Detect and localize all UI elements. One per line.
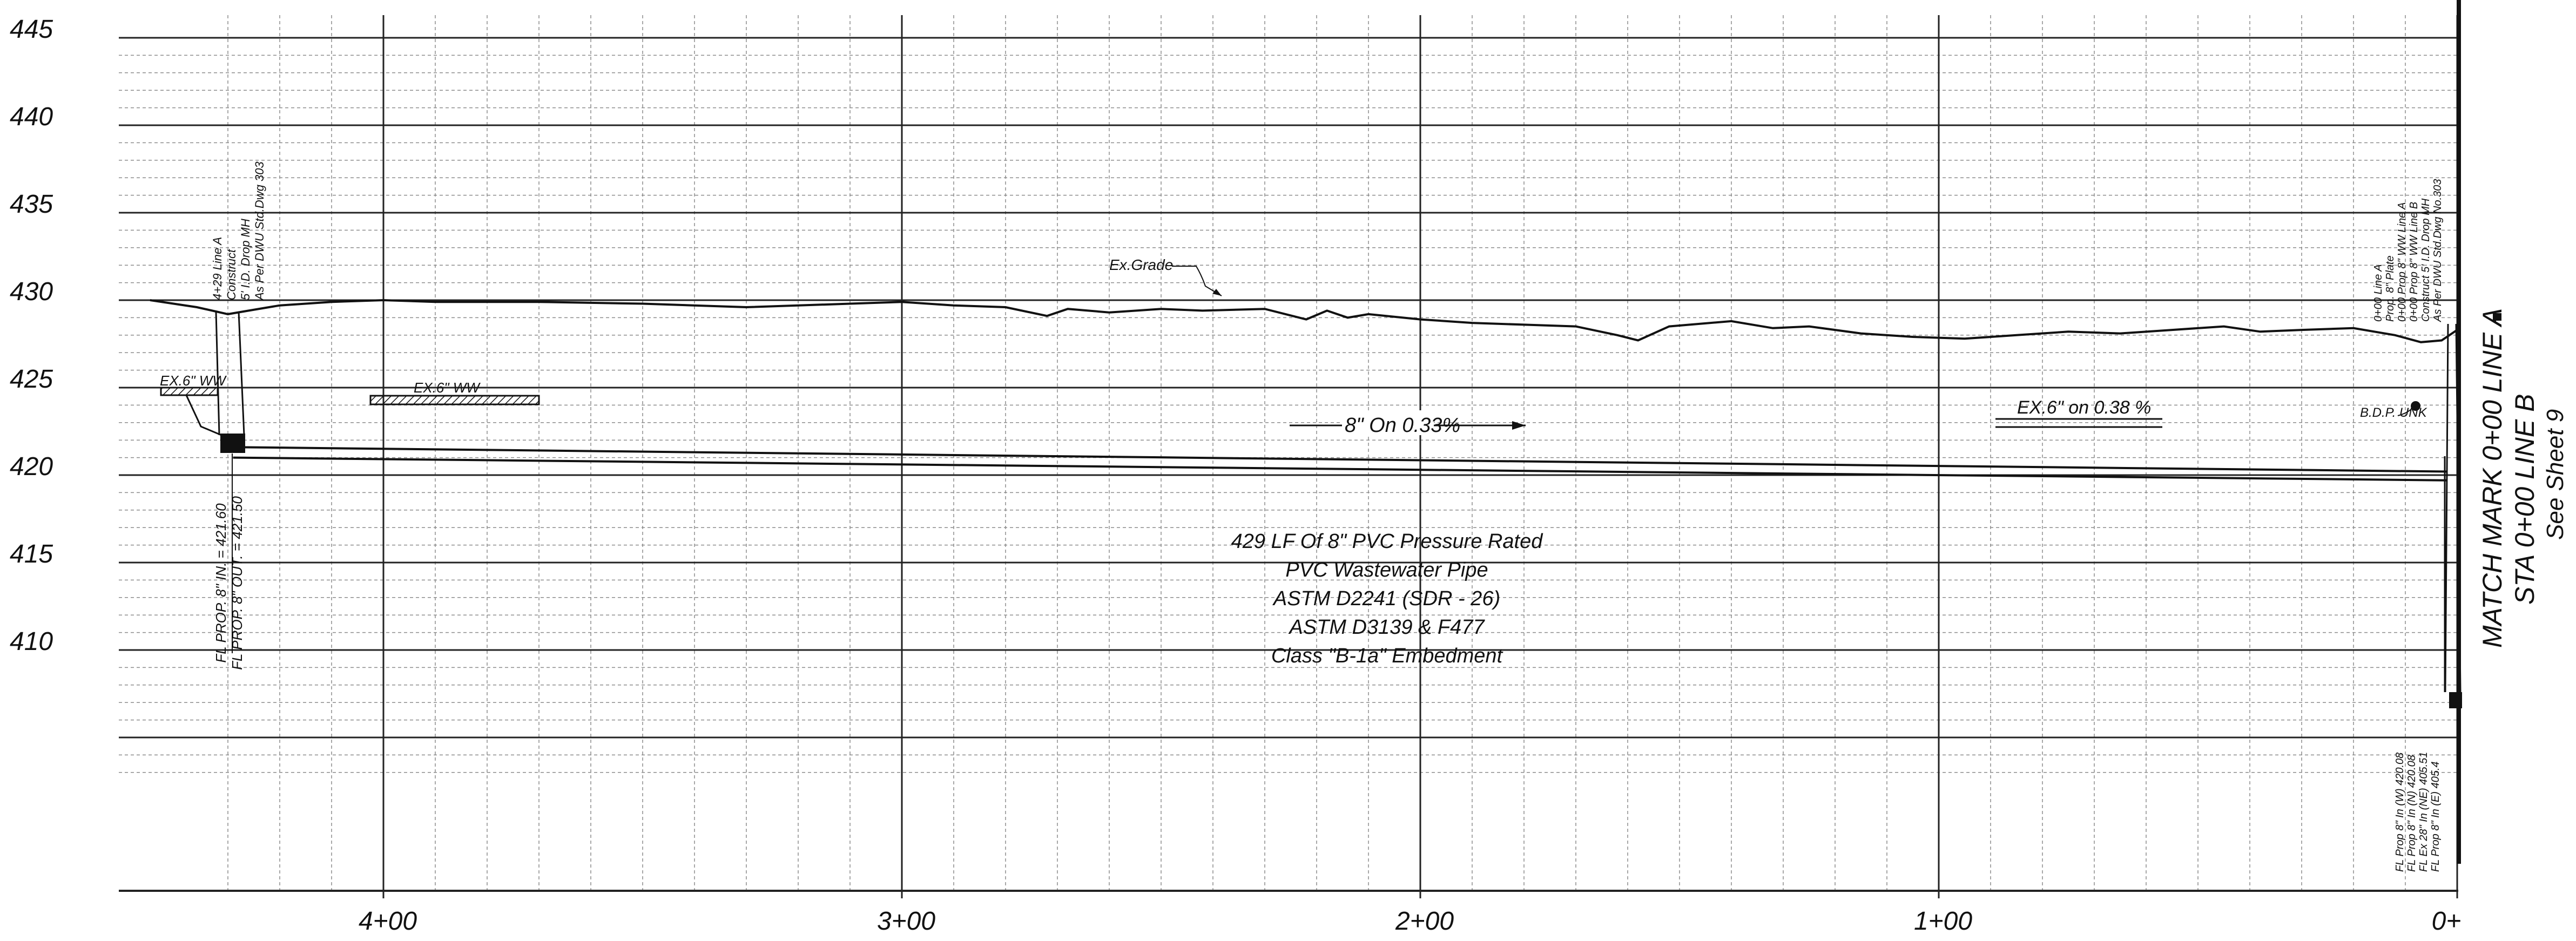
existing-pipe-label: EX.6" on 0.38 % — [2017, 397, 2151, 418]
callout-line: Construct 5' I.D. Drop MH — [2420, 198, 2432, 322]
station-label: 1+00 — [1914, 907, 1972, 936]
existing-ww-hatch — [160, 387, 219, 396]
tie-in-line — [185, 395, 222, 436]
callout-line: Construct — [225, 249, 238, 300]
elevation-axis: 445 440 435 430 425 420 415 410 — [10, 15, 53, 656]
slope-label-bg — [1342, 410, 1434, 435]
match-mark-line: See Sheet 9 — [2542, 409, 2568, 540]
pipe-slope-label: 8" On 0.33% — [1345, 414, 1460, 437]
callout-line: FL PROP. 8" OUT. = 421.50 — [229, 496, 245, 670]
existing-ww-hatch — [369, 395, 540, 405]
elevation-label: 420 — [10, 452, 53, 481]
callout-line: FL Prop 8" In (W) 420.08 — [2394, 753, 2406, 872]
callout-line: 5' I.D. Drop MH — [239, 219, 252, 300]
callout-line: 0+00 Prop 8" WW Line B — [2408, 202, 2420, 322]
elevation-label: 410 — [10, 627, 53, 656]
match-mark-tick-icon — [2493, 313, 2501, 321]
existing-ww-label: EX.6" WW — [160, 373, 227, 389]
pipe-note-line: ASTM D3139 & F477 — [1288, 616, 1485, 639]
match-mark-line: MATCH MARK 0+00 LINE A — [2477, 308, 2507, 648]
elevation-label: 430 — [10, 277, 53, 306]
drop-manhole-left — [215, 312, 245, 436]
pipe-invert-line — [233, 456, 2447, 482]
existing-ww-label: EX.6" WW — [414, 380, 481, 396]
elevation-label: 435 — [10, 190, 53, 219]
pipe-note-line: PVC Wastewater Pipe — [1285, 559, 1488, 581]
callout-line: 0+00 Line A — [2372, 264, 2384, 322]
existing-grade-line — [150, 299, 2458, 343]
manhole-base-left — [220, 434, 245, 453]
pipe-note: 429 LF Of 8" PVC Pressure Rated PVC Wast… — [1231, 530, 1544, 667]
pipe-crown-line — [233, 446, 2447, 473]
callout-line: FL Prop 8" In (E) 405.4 — [2430, 761, 2442, 872]
left-manhole-callout-bottom: FL PROP. 8" IN. = 421.60 FL PROP. 8" OUT… — [213, 496, 245, 670]
existing-pipe-callout: EX.6" on 0.38 % — [1995, 397, 2162, 428]
station-label: 4+00 — [359, 907, 417, 936]
elevation-label: 440 — [10, 103, 53, 131]
pipe-note-line: Class "B-1a" Embedment — [1271, 645, 1503, 667]
callout-line: FL PROP. 8" IN. = 421.60 — [213, 503, 229, 663]
bdp-marker-icon — [2411, 401, 2420, 411]
existing-ww-mid: EX.6" WW — [369, 380, 540, 405]
station-label: 3+00 — [877, 907, 935, 936]
right-manhole-callout-top: 0+00 Line A Prop. 8" Plate 0+00 Prop 8" … — [2372, 179, 2444, 322]
existing-grade-callout: Ex.Grade — [1109, 256, 1222, 296]
flow-arrow-icon — [1512, 421, 1526, 430]
leader-arrow-icon — [1212, 289, 1222, 296]
match-mark-line: STA 0+00 LINE B — [2510, 394, 2540, 605]
callout-line: 4+29 Line A — [211, 237, 224, 300]
existing-grade-label: Ex.Grade — [1109, 256, 1173, 273]
elevation-label: 415 — [10, 540, 53, 568]
existing-ww-left: EX.6" WW — [160, 373, 227, 396]
minor-grid — [119, 15, 2458, 891]
elevation-label: 445 — [10, 15, 53, 44]
callout-line: As Per DWU Std.Dwg No.303 — [2432, 179, 2444, 322]
station-label: 2+00 — [1395, 907, 1454, 936]
callout-line: 0+00 Prop 8" WW Line A — [2396, 202, 2408, 322]
profile-lines — [150, 299, 2458, 482]
callout-line: FL Ex 28" In (NE) 405.51 — [2418, 752, 2430, 872]
pipe-note-line: 429 LF Of 8" PVC Pressure Rated — [1231, 530, 1544, 553]
station-label: 0+ — [2432, 907, 2462, 936]
callout-line: FL Prop 8" In (N) 420.08 — [2406, 755, 2418, 872]
match-mark-block: MATCH MARK 0+00 LINE A STA 0+00 LINE B S… — [2477, 308, 2568, 648]
callout-line: As Per DWU Std.Dwg 303 — [253, 161, 266, 301]
bdp-callout: B.D.P. UNK — [2360, 401, 2427, 420]
callout-line: Prop. 8" Plate — [2384, 255, 2396, 322]
grade-leader — [1172, 266, 1222, 296]
right-manhole-callout-bottom: FL Prop 8" In (W) 420.08 FL Prop 8" In (… — [2394, 752, 2442, 872]
left-manhole-callout-top: 4+29 Line A Construct 5' I.D. Drop MH As… — [211, 161, 266, 301]
pipe-slope-callout: 8" On 0.33% — [1290, 410, 1526, 437]
elevation-label: 425 — [10, 365, 53, 394]
pipe-note-line: ASTM D2241 (SDR - 26) — [1272, 587, 1500, 610]
station-axis: 4+00 3+00 2+00 1+00 0+ — [359, 907, 2461, 936]
